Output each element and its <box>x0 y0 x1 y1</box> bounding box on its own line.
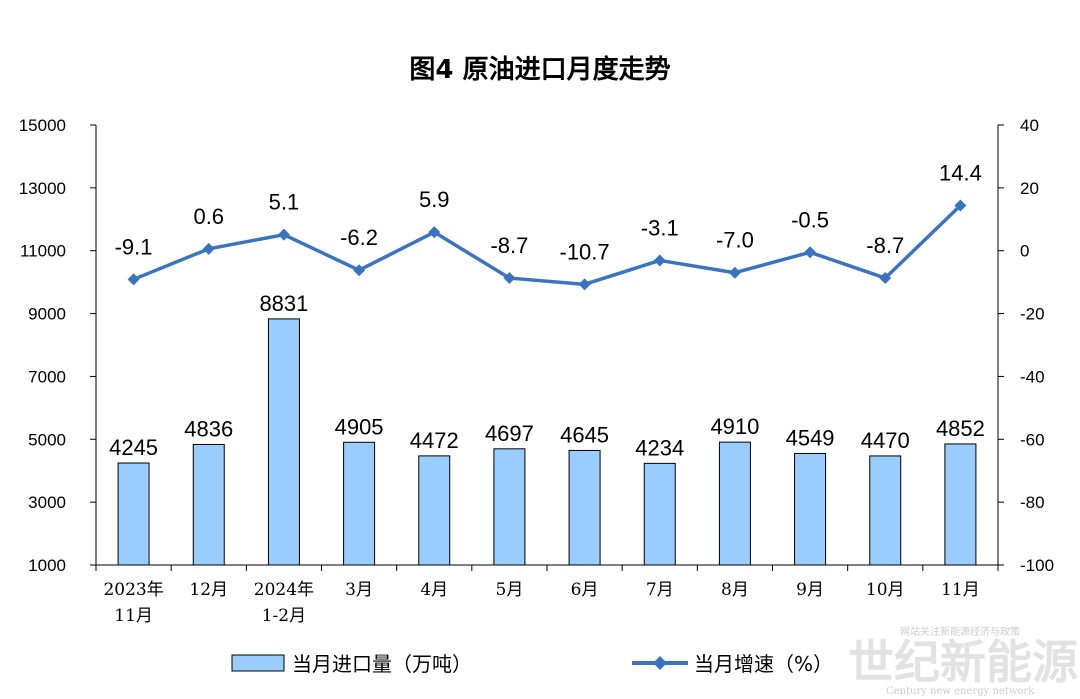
bar <box>267 318 300 566</box>
line-point-marker <box>804 246 817 259</box>
watermark-tagline: 网站关注新能源经济与政策 <box>900 625 1020 638</box>
line-data-labels: -9.1 0.6 5.1 -6.2 5.9 -8.7 -10.7 -3.1 -7.0 -0.5 -8… <box>115 160 982 264</box>
y-left-tick-label: 9000 <box>28 305 66 324</box>
y-left-tick-label: 3000 <box>28 493 66 512</box>
bar-series <box>117 318 977 566</box>
line-data-label: -8.7 <box>866 233 904 258</box>
x-tick-label: 8月 <box>721 580 749 600</box>
line-data-label: -10.7 <box>560 239 610 264</box>
line-path <box>132 204 962 287</box>
y-right-tick-label: -40 <box>1020 367 1045 386</box>
bar <box>869 455 902 566</box>
y-left-tick-label: 13000 <box>19 179 66 198</box>
y-left-tick-label: 1000 <box>28 556 66 575</box>
legend-line-marker <box>653 656 667 670</box>
x-tick-label: 11月 <box>114 606 153 626</box>
bar-data-label: 4645 <box>560 422 609 447</box>
line-point-marker <box>728 266 741 279</box>
bar-data-label: 4245 <box>109 435 158 460</box>
line-point-marker <box>277 228 290 241</box>
bar-data-label: 8831 <box>259 291 308 316</box>
y-left-tick-label: 15000 <box>19 116 66 135</box>
line-point-marker <box>127 273 140 286</box>
bar <box>643 462 676 566</box>
line-series <box>127 199 967 291</box>
y-right-tick-label: 40 <box>1020 116 1039 135</box>
bar <box>718 441 751 566</box>
x-tick-label: 3月 <box>345 580 373 600</box>
legend-bar-swatch <box>231 654 285 672</box>
line-point-marker <box>202 242 215 255</box>
line-data-label: -9.1 <box>115 234 153 259</box>
x-tick-label: 9月 <box>796 580 824 600</box>
y-right-tick-label: -60 <box>1020 430 1045 449</box>
bar <box>493 448 526 566</box>
x-tick-label: 12月 <box>189 580 228 600</box>
bar-data-label: 4910 <box>710 414 759 439</box>
watermark-brand: 世纪新能源网 <box>848 635 1080 689</box>
watermark: 网站关注新能源经济与政策 世纪新能源网 Century new energy n… <box>848 625 1080 697</box>
line-data-label: -0.5 <box>791 207 829 232</box>
bar-data-label: 4836 <box>184 416 233 441</box>
bar <box>944 443 977 566</box>
line-point-marker <box>578 278 591 291</box>
bar <box>192 443 225 566</box>
y-left-tick-label: 5000 <box>28 430 66 449</box>
bar-data-label: 4234 <box>635 435 684 460</box>
x-tick-label: 1-2月 <box>262 606 306 626</box>
line-point-marker <box>954 199 967 212</box>
line-data-label: -3.1 <box>641 215 679 240</box>
bar-data-label: 4470 <box>861 428 910 453</box>
bar-data-labels: 4245 4836 8831 4905 4472 4697 4645 4234 4910 4549… <box>109 291 985 460</box>
bar-data-label: 4472 <box>410 428 459 453</box>
line-data-label: 14.4 <box>939 160 982 185</box>
y-right-tick-label: 20 <box>1020 179 1039 198</box>
x-tick-label: 11月 <box>941 580 980 600</box>
legend-line-label: 当月增速（%） <box>694 652 833 676</box>
axes: 1000 3000 5000 7000 9000 11000 13000 15000 -100 -… <box>19 116 1054 575</box>
bar-data-label: 4697 <box>485 421 534 446</box>
x-tick-label: 10月 <box>866 580 905 600</box>
watermark-english: Century new energy network <box>886 686 1035 697</box>
line-point-marker <box>879 272 892 285</box>
y-right-tick-label: 0 <box>1020 242 1029 261</box>
y-right-tick-label: -100 <box>1020 556 1054 575</box>
y-right-tick-label: -20 <box>1020 305 1045 324</box>
bar-data-label: 4549 <box>786 425 835 450</box>
line-point-marker <box>503 272 516 285</box>
bar <box>418 455 451 566</box>
x-tick-label: 7月 <box>646 580 674 600</box>
x-tick-label: 2024年 <box>254 580 314 600</box>
y-left-tick-label: 11000 <box>20 242 66 261</box>
bar <box>117 462 150 566</box>
line-data-label: -8.7 <box>490 233 528 258</box>
chart-title: 图4 原油进口月度走势 <box>409 54 670 85</box>
line-point-marker <box>428 226 441 239</box>
bar-data-label: 4905 <box>335 414 384 439</box>
line-point-marker <box>653 254 666 267</box>
x-axis-tick-labels: 2023年 11月 12月 2024年 1-2月 3月 4月 5月 6月 7月 8月 9月 10月 11月 <box>103 580 979 626</box>
x-tick-label: 6月 <box>571 580 599 600</box>
bar <box>794 452 827 566</box>
line-point-marker <box>353 264 366 277</box>
bar-data-label: 4852 <box>936 416 985 441</box>
legend: 当月进口量（万吨） 当月增速（%） <box>231 652 833 676</box>
bar <box>568 449 601 566</box>
x-tick-label: 5月 <box>496 580 524 600</box>
y-left-tick-label: 7000 <box>28 367 66 386</box>
legend-bar-label: 当月进口量（万吨） <box>292 652 472 676</box>
line-data-label: 0.6 <box>193 204 224 229</box>
x-tick-label: 4月 <box>420 580 448 600</box>
line-data-label: 5.1 <box>269 190 300 215</box>
line-data-label: 5.9 <box>419 187 450 212</box>
bar <box>343 441 376 566</box>
x-tick-label: 2023年 <box>103 580 163 600</box>
line-data-label: -7.0 <box>716 228 754 253</box>
y-right-tick-label: -80 <box>1020 493 1045 512</box>
line-data-label: -6.2 <box>340 225 378 250</box>
